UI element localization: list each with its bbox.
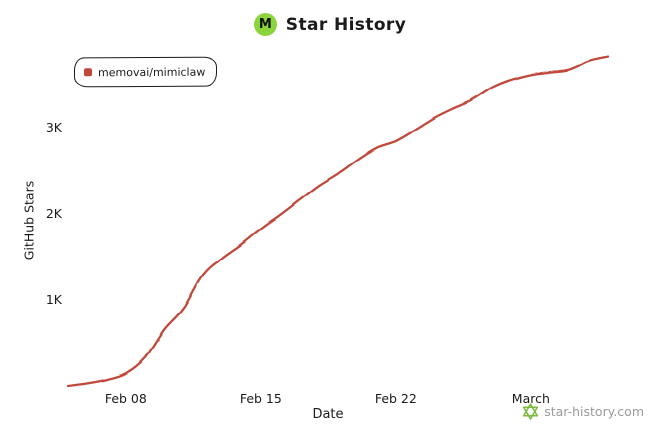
x-tick-label: Feb 15 <box>239 391 282 406</box>
chart-title: Star History <box>285 14 407 35</box>
logo-letter: M <box>258 17 272 32</box>
y-tick-label: 1K <box>45 292 62 307</box>
star-icon <box>523 403 539 420</box>
x-tick-label: Feb 08 <box>104 391 147 406</box>
watermark: star-history.com <box>522 403 644 420</box>
series-line <box>66 55 610 388</box>
x-tick-label: Feb 22 <box>374 391 417 406</box>
legend-series-label: memovai/mimiclaw <box>97 65 206 79</box>
chart-header: M Star History <box>0 13 660 36</box>
star-history-logo-icon: M <box>253 13 277 36</box>
x-axis-title: Date <box>312 407 344 422</box>
legend-series-marker <box>83 68 93 77</box>
x-tick-label: March <box>511 391 550 406</box>
y-tick-label: 2K <box>45 206 62 221</box>
legend: memovai/mimiclaw <box>73 56 218 88</box>
y-tick-label: 3K <box>45 120 62 135</box>
watermark-text: star-history.com <box>544 404 644 419</box>
